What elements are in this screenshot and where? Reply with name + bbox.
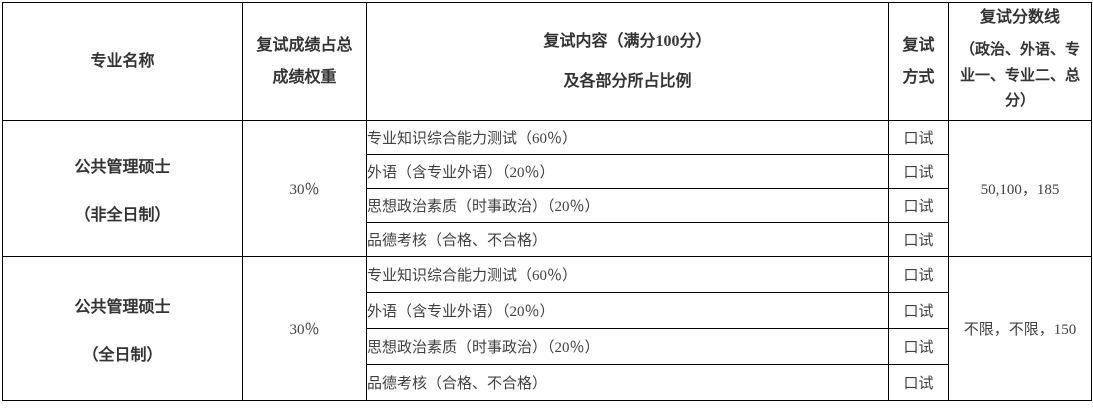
admission-table: 专业名称 复试成绩占总 成绩权重 复试内容（满分100分） 及各部分所占比例 bbox=[2, 2, 1092, 401]
method-cell: 口试 bbox=[888, 222, 949, 257]
header-weight-line2: 成绩权重 bbox=[272, 68, 337, 86]
weight-cell-group2: 30％ bbox=[242, 256, 367, 401]
content-cell: 思想政治素质（时事政治）（20％） bbox=[366, 328, 889, 365]
method-cell: 口试 bbox=[888, 292, 949, 329]
method-cell: 口试 bbox=[888, 154, 949, 189]
major-mode: （非全日制） bbox=[74, 206, 171, 224]
major-name: 公共管理硕士 bbox=[74, 298, 171, 316]
major-mode: （全日制） bbox=[82, 346, 163, 364]
table-row: 品德考核（合格、不合格） 口试 bbox=[3, 364, 1092, 401]
content-cell: 品德考核（合格、不合格） bbox=[366, 364, 889, 401]
table-row: 公共管理硕士 （非全日制） 30％ 专业知识综合能力测试（60％） 口试 50,… bbox=[2, 120, 1092, 257]
header-cutoff-subtitle: （政治、外语、专业一、专业二、总分） bbox=[959, 42, 1080, 110]
method-cell: 口试 bbox=[888, 256, 949, 293]
major-cell-group1: 公共管理硕士 （非全日制） bbox=[2, 120, 243, 257]
major-cell-group2: 公共管理硕士 （全日制） bbox=[2, 256, 243, 401]
header-content-line1: 复试内容（满分100分） bbox=[543, 32, 712, 50]
header-content-line2: 及各部分所占比例 bbox=[563, 72, 692, 90]
content-cell: 思想政治素质（时事政治）（20％） bbox=[366, 188, 889, 223]
header-method-line2: 方式 bbox=[902, 68, 935, 86]
header-row: 专业名称 复试成绩占总 成绩权重 复试内容（满分100分） 及各部分所占比例 bbox=[2, 2, 1092, 121]
method-cell: 口试 bbox=[888, 120, 949, 155]
method-cell: 口试 bbox=[888, 188, 949, 223]
weight-cell-group1: 30％ bbox=[242, 120, 367, 257]
table-row: 外语（含专业外语）（20％） 口试 bbox=[3, 154, 1092, 189]
header-cutoff: 复试分数线 （政治、外语、专业一、专业二、总分） bbox=[948, 2, 1092, 121]
table-row: 公共管理硕士 （全日制） 30％ 专业知识综合能力测试（60％） 口试 不限，不… bbox=[2, 256, 1092, 401]
table-row: 思想政治素质（时事政治）（20％） 口试 bbox=[3, 328, 1092, 365]
page-body: 专业名称 复试成绩占总 成绩权重 复试内容（满分100分） 及各部分所占比例 bbox=[2, 2, 1092, 401]
method-cell: 口试 bbox=[888, 364, 949, 401]
method-cell: 口试 bbox=[888, 328, 949, 365]
content-cell: 外语（含专业外语）（20％） bbox=[366, 292, 889, 329]
cutoff-cell-group2: 不限，不限，150 bbox=[948, 256, 1092, 401]
table-row: 品德考核（合格、不合格） 口试 bbox=[3, 222, 1092, 257]
header-cutoff-title: 复试分数线 bbox=[979, 9, 1060, 27]
cutoff-cell-group1: 50,100，185 bbox=[948, 120, 1092, 257]
table-row: 外语（含专业外语）（20％） 口试 bbox=[3, 292, 1092, 329]
major-name: 公共管理硕士 bbox=[74, 158, 171, 176]
header-major: 专业名称 bbox=[2, 2, 243, 121]
content-cell: 外语（含专业外语）（20％） bbox=[366, 154, 889, 189]
header-weight: 复试成绩占总 成绩权重 bbox=[242, 2, 367, 121]
header-major-label: 专业名称 bbox=[90, 52, 155, 70]
content-cell: 专业知识综合能力测试（60％） bbox=[366, 120, 889, 155]
header-method-line1: 复试 bbox=[902, 36, 935, 54]
content-cell: 品德考核（合格、不合格） bbox=[366, 222, 889, 257]
header-method: 复试 方式 bbox=[888, 2, 949, 121]
header-content: 复试内容（满分100分） 及各部分所占比例 bbox=[366, 2, 889, 121]
header-weight-line1: 复试成绩占总 bbox=[256, 36, 353, 54]
content-cell: 专业知识综合能力测试（60％） bbox=[366, 256, 889, 293]
